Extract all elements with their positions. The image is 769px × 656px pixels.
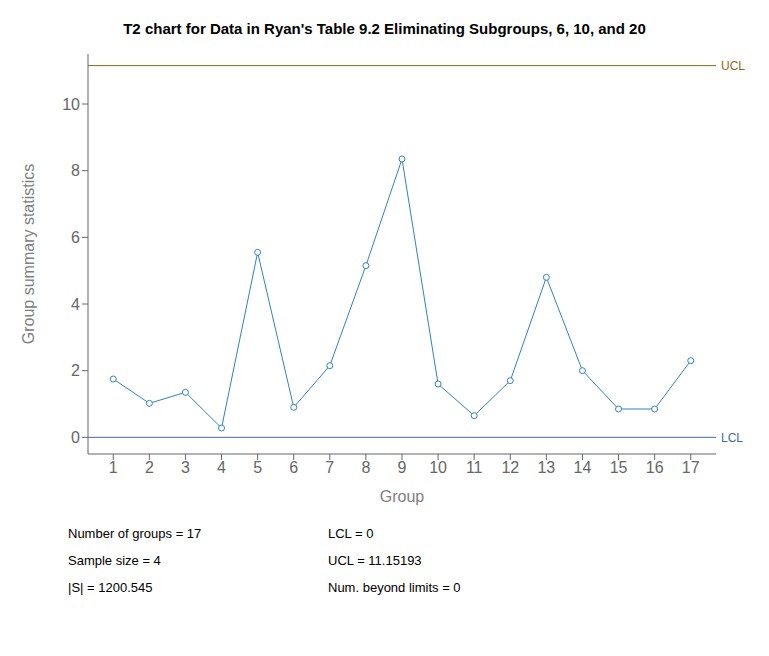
- svg-text:4: 4: [217, 459, 226, 476]
- svg-text:6: 6: [289, 459, 298, 476]
- html-text:|S| = 1200.545: |S| = 1200.545: [68, 580, 153, 595]
- svg-text:2: 2: [71, 362, 80, 379]
- html-text:Sample size = 4: Sample size = 4: [68, 553, 161, 568]
- svg-text:3: 3: [181, 459, 190, 476]
- svg-text:0: 0: [71, 429, 80, 446]
- svg-text:5: 5: [253, 459, 262, 476]
- html-text:UCL = 11.15193: UCL = 11.15193: [328, 553, 422, 568]
- html-text:Number of groups = 17: Number of groups = 17: [68, 526, 202, 541]
- svg-text:10: 10: [429, 459, 447, 476]
- svg-text:Group: Group: [380, 488, 425, 505]
- svg-text:6: 6: [71, 229, 80, 246]
- svg-text:4: 4: [71, 296, 80, 313]
- svg-text:11: 11: [466, 459, 483, 476]
- svg-text:Group summary statistics: Group summary statistics: [20, 164, 37, 344]
- html-text:T2 chart for Data in Ryan's Ta: T2 chart for Data in Ryan's Table 9.2 El…: [123, 20, 646, 37]
- html-text:LCL = 0: LCL = 0: [328, 526, 374, 541]
- svg-text:16: 16: [646, 459, 664, 476]
- svg-text:17: 17: [682, 459, 700, 476]
- svg-text:14: 14: [574, 459, 592, 476]
- svg-text:1: 1: [109, 459, 118, 476]
- html-text:Num. beyond limits = 0: Num. beyond limits = 0: [328, 580, 461, 595]
- svg-text:7: 7: [325, 459, 334, 476]
- svg-text:13: 13: [537, 459, 555, 476]
- svg-text:10: 10: [62, 96, 80, 113]
- svg-text:8: 8: [361, 459, 370, 476]
- svg-text:8: 8: [71, 162, 80, 179]
- svg-text:9: 9: [398, 459, 407, 476]
- svg-text:2: 2: [145, 459, 154, 476]
- svg-text:UCL: UCL: [721, 59, 745, 73]
- svg-text:LCL: LCL: [721, 431, 743, 445]
- svg-text:12: 12: [501, 459, 519, 476]
- svg-text:15: 15: [610, 459, 628, 476]
